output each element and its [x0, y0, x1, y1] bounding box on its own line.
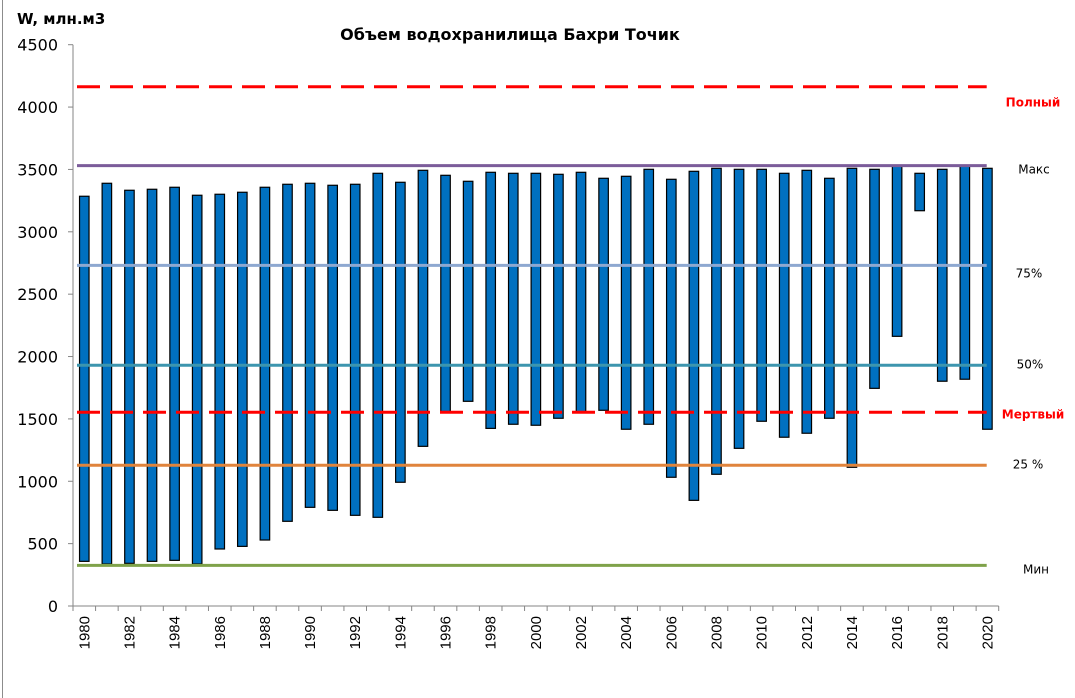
bar-1997 — [462, 180, 474, 402]
reference-label: Мертвый — [1002, 407, 1064, 421]
bar-2010 — [756, 168, 767, 422]
y-tick-label: 4000 — [17, 98, 58, 117]
reference-label: 50% — [1017, 357, 1044, 371]
x-tick-label: 2008 — [708, 616, 725, 649]
y-tick-label: 2000 — [17, 348, 58, 367]
bar-1996 — [440, 174, 451, 413]
x-tick-label: 1990 — [302, 616, 319, 649]
x-tick-label: 1996 — [438, 616, 455, 649]
y-tick-label: 0 — [48, 597, 58, 616]
bar-1981 — [101, 182, 113, 565]
bar-1999 — [507, 172, 519, 425]
bar-2018 — [936, 168, 948, 382]
y-tick-label: 3500 — [17, 160, 58, 179]
x-tick-label: 1982 — [121, 616, 138, 649]
x-tick-label: 2010 — [754, 616, 771, 649]
x-tick-label: 2016 — [889, 616, 906, 649]
bar-2013 — [824, 177, 835, 419]
reference-label: Полный — [1006, 96, 1061, 110]
reference-lines — [77, 85, 987, 567]
bar-2006 — [665, 178, 677, 478]
bar-2003 — [598, 177, 609, 411]
x-tick-label: 1988 — [257, 616, 274, 649]
x-tick-label: 2014 — [844, 616, 861, 649]
x-tick-label: 2006 — [663, 616, 680, 649]
bar-2017 — [914, 172, 926, 212]
x-tick-label: 1980 — [76, 616, 93, 649]
bars — [78, 164, 993, 565]
y-tick-label: 2500 — [17, 285, 58, 304]
chart-title: Объем водохранилища Бахри Точик — [340, 25, 680, 44]
bar-2019 — [959, 164, 971, 380]
reference-label: Мин — [1023, 562, 1049, 576]
x-tick-label: 2002 — [573, 616, 590, 649]
bar-2000 — [530, 172, 542, 426]
x-tick-label: 2020 — [979, 616, 996, 649]
bar-2015 — [869, 168, 880, 389]
y-tick-label: 3000 — [17, 223, 58, 242]
bar-2005 — [643, 168, 655, 425]
bar-1984 — [169, 186, 180, 561]
y-axis-label: W, млн.м3 — [17, 10, 105, 28]
y-tick-label: 4500 — [17, 36, 58, 55]
x-tick-label: 1992 — [347, 616, 364, 649]
bar-1982 — [124, 189, 135, 564]
bar-1985 — [191, 194, 203, 565]
bar-1998 — [485, 171, 497, 429]
axes: 0 500 1000 1500 2000 2500 3000 3500 4000 4500 1980… — [17, 36, 1000, 649]
x-tick-label: 1998 — [483, 616, 500, 649]
x-tick-label: 2018 — [934, 616, 951, 649]
bar-2001 — [553, 173, 564, 419]
bar-1993 — [372, 172, 384, 518]
x-tick-label: 2004 — [618, 616, 635, 649]
x-tick-label: 1994 — [392, 616, 409, 649]
bar-1987 — [236, 191, 248, 547]
bar-1991 — [327, 184, 338, 511]
bar-1986 — [214, 193, 226, 550]
bar-1980 — [78, 195, 90, 562]
bar-2014 — [846, 167, 858, 468]
bar-2020 — [982, 167, 993, 430]
y-tick-label: 1500 — [17, 410, 58, 429]
reference-label: Макс — [1018, 163, 1050, 177]
chart-frame-border — [2, 0, 3, 698]
reference-labels: Полный Макс 75% 50% Мертвый 25 % Мин — [1002, 96, 1064, 577]
bar-2011 — [778, 172, 790, 438]
y-tick-label: 500 — [27, 535, 58, 554]
x-tick-label: 2000 — [528, 616, 545, 649]
bar-2009 — [733, 168, 745, 449]
bar-2012 — [801, 169, 813, 434]
bar-1994 — [395, 181, 406, 483]
bar-1983 — [146, 188, 158, 562]
bar-1995 — [417, 169, 429, 447]
y-tick-label: 1000 — [17, 472, 58, 491]
bar-2008 — [711, 167, 722, 475]
bar-1989 — [282, 183, 293, 522]
x-tick-label: 1986 — [212, 616, 229, 649]
bar-2016 — [891, 164, 903, 337]
reference-label: 75% — [1016, 266, 1043, 280]
bar-1992 — [349, 183, 361, 516]
bar-1988 — [259, 186, 271, 541]
x-tick-label: 1984 — [167, 616, 184, 649]
bar-2007 — [688, 170, 700, 501]
x-tick-label: 2012 — [799, 616, 816, 649]
bar-2004 — [620, 175, 632, 430]
bar-1990 — [304, 182, 316, 508]
bar-2002 — [575, 171, 587, 413]
reference-label: 25 % — [1013, 457, 1044, 471]
